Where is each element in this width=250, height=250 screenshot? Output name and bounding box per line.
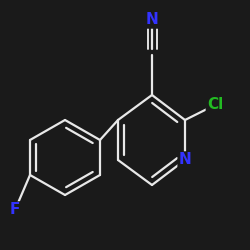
Text: N: N bbox=[146, 12, 158, 28]
Text: Cl: Cl bbox=[207, 98, 223, 112]
Text: F: F bbox=[10, 202, 20, 218]
Text: N: N bbox=[178, 152, 192, 168]
